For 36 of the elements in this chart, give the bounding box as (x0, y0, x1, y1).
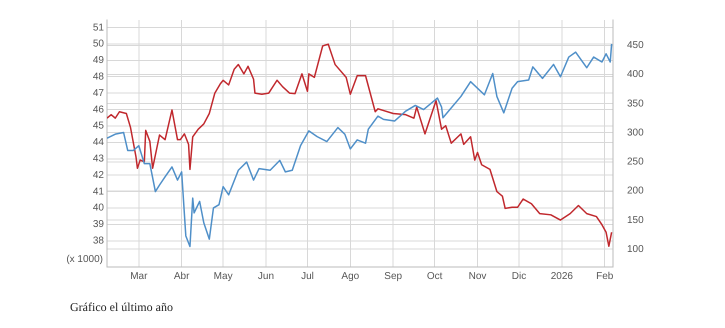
y2-tick-label: 350 (627, 98, 644, 110)
y-tick-label: 41 (92, 186, 104, 198)
y-tick-label: 49 (92, 55, 104, 66)
y2-tick-label: 100 (627, 244, 644, 255)
y-tick-label: 46 (92, 104, 104, 116)
y2-tick-label: 450 (627, 40, 644, 52)
y2-tick-label: 400 (627, 69, 644, 80)
y2-tick-label: 300 (627, 127, 644, 138)
x-tick-label: Oct (426, 270, 443, 282)
y2-tick-label: 150 (627, 214, 644, 226)
x-tick-label: Abr (174, 270, 190, 282)
y-tick-label: 40 (92, 202, 104, 214)
y-tick-label: 39 (92, 219, 104, 230)
y-axis-title: (x 1000) (66, 254, 103, 265)
y2-tick-label: 250 (627, 156, 644, 168)
y-tick-label: 45 (92, 120, 104, 132)
x-tick-label: Jun (258, 270, 274, 282)
x-tick-label: Nov (468, 270, 486, 282)
y-tick-label: 44 (92, 137, 104, 148)
x-tick-label: Jul (301, 270, 314, 282)
x-tick-label: Ago (341, 270, 360, 282)
x-tick-label: Sep (384, 270, 403, 282)
x-tick-label: May (214, 270, 233, 282)
y-tick-label: 51 (92, 22, 104, 34)
x-tick-label: Feb (596, 270, 614, 282)
y-tick-label: 48 (92, 72, 104, 82)
y-tick-label: 43 (92, 154, 104, 165)
y2-tick-label: 200 (627, 186, 644, 197)
y-tick-label: 38 (92, 236, 104, 247)
x-tick-label: Dic (512, 270, 526, 282)
x-tick-label: 2026 (550, 270, 574, 282)
text: Gráfico el último año (70, 300, 173, 315)
x-tick-label: Mar (130, 270, 148, 282)
y-tick-label: 50 (92, 38, 104, 50)
y-tick-label: 47 (92, 88, 104, 99)
y-tick-label: 42 (92, 170, 104, 181)
